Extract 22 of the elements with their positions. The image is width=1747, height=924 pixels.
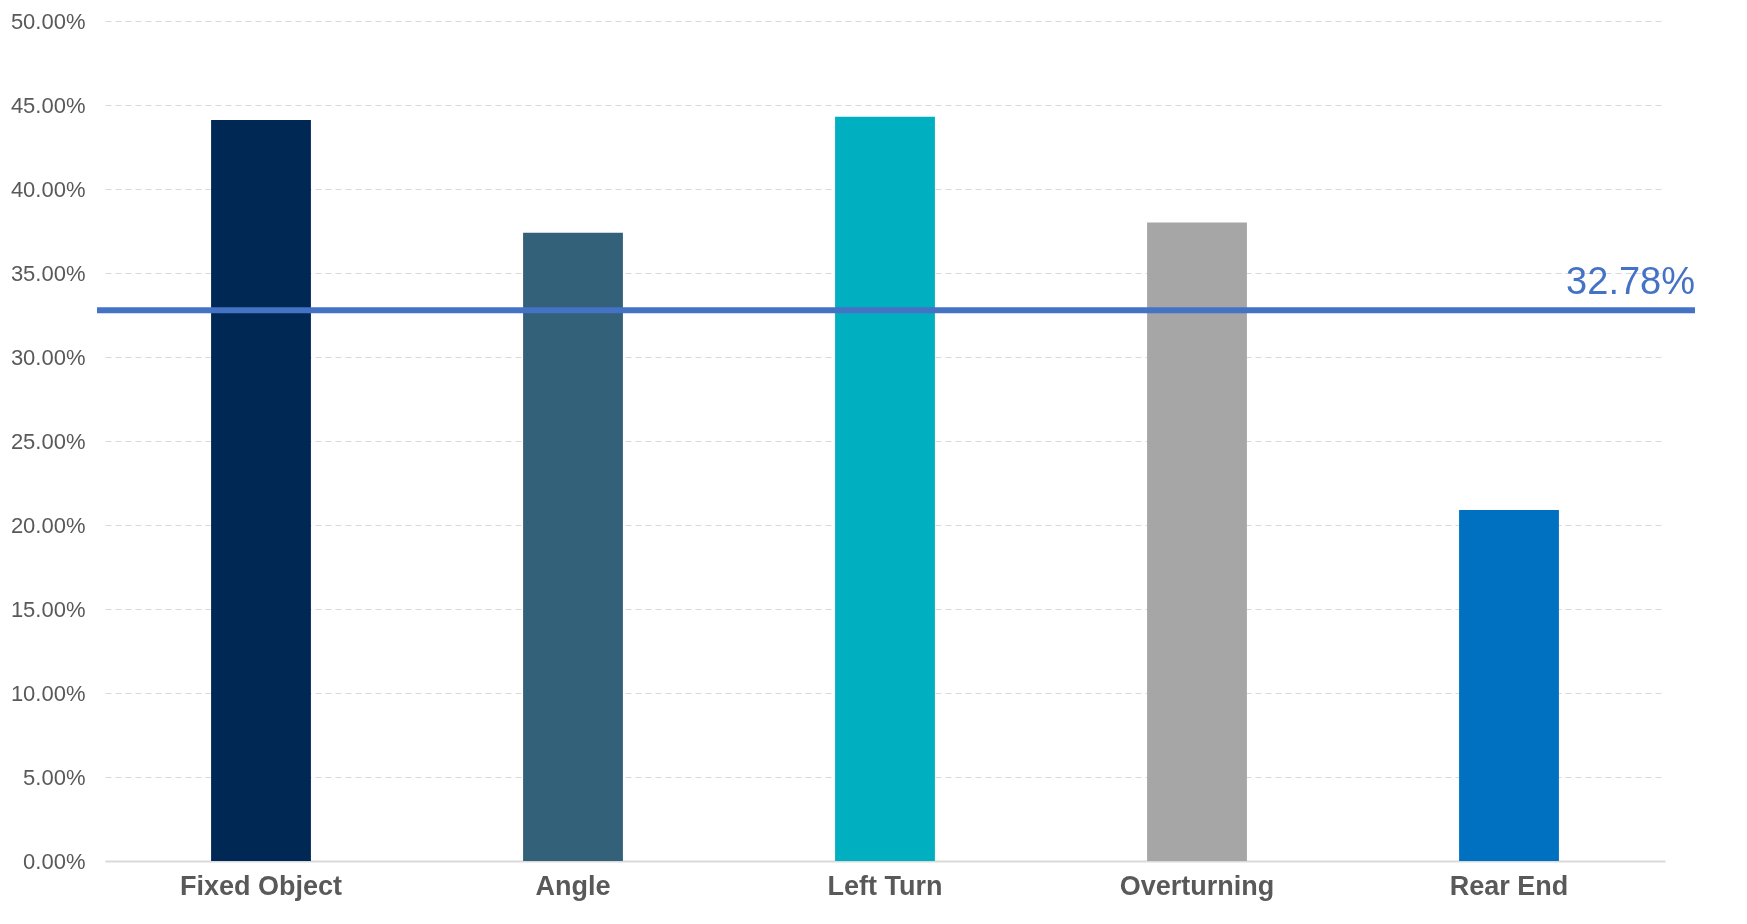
y-tick-label: 40.00% [10,176,86,202]
y-tick-label: 25.00% [10,428,86,454]
bar [1147,222,1247,861]
x-tick-label: Fixed Object [179,870,343,901]
bar [1459,509,1559,861]
ref-line-label: 32.78% [1566,260,1695,303]
y-tick-label: 20.00% [10,512,86,538]
y-tick-label: 30.00% [10,344,86,370]
y-tick-label: 15.00% [10,596,86,622]
bar [523,232,623,861]
x-tick-label: Angle [535,870,611,901]
y-tick-label: 10.00% [10,680,86,706]
x-tick-label: Left Turn [827,870,943,901]
bar [211,120,311,861]
x-tick-label: Rear End [1449,870,1569,901]
y-tick-label: 5.00% [23,764,86,790]
x-tick-label: Overturning [1119,870,1275,901]
bar [835,116,935,861]
y-tick-label: 0.00% [23,848,86,874]
y-tick-label: 35.00% [10,260,86,286]
y-tick-label: 45.00% [10,92,86,118]
y-tick-label: 50.00% [10,8,86,34]
